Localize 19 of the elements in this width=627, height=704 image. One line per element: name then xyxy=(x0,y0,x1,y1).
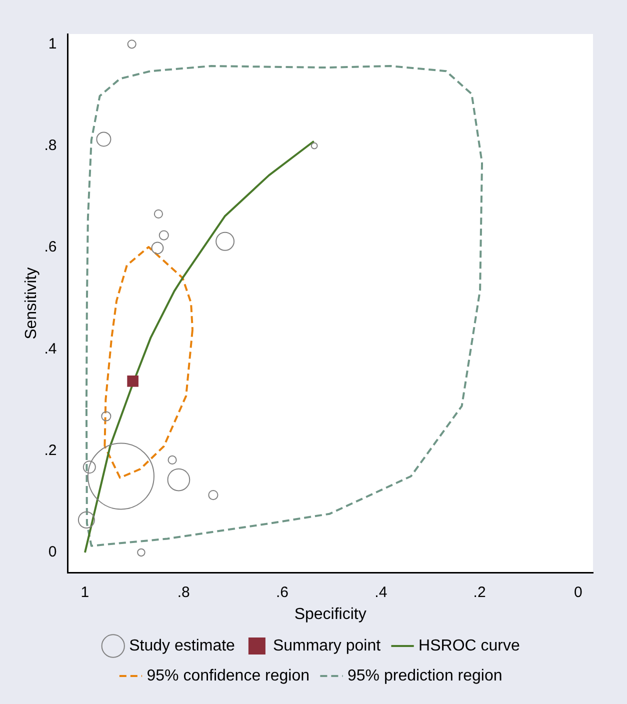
y-tick-label: .6 xyxy=(44,238,57,256)
legend-label: 95% prediction region xyxy=(348,667,502,684)
x-tick-label: 1 xyxy=(80,584,90,601)
y-tick-label: 0 xyxy=(48,544,57,561)
x-axis-title: Specificity xyxy=(294,606,366,623)
legend-label: 95% confidence region xyxy=(146,667,310,684)
x-tick-label: .4 xyxy=(374,584,388,601)
legend-label: Study estimate xyxy=(129,637,236,654)
y-tick-label: .8 xyxy=(44,136,57,154)
legend-label: HSROC curve xyxy=(418,637,520,654)
x-tick-label: .6 xyxy=(276,584,289,601)
y-axis-title: Sensitivity xyxy=(23,267,40,340)
x-tick-label: 0 xyxy=(574,584,582,601)
y-tick-label: .2 xyxy=(44,442,57,459)
x-tick-label: .8 xyxy=(177,584,190,601)
legend-label: Summary point xyxy=(272,637,382,654)
x-tick-label: .2 xyxy=(473,584,486,601)
y-tick-label: .4 xyxy=(44,340,57,358)
y-tick-label: 1 xyxy=(48,35,57,52)
